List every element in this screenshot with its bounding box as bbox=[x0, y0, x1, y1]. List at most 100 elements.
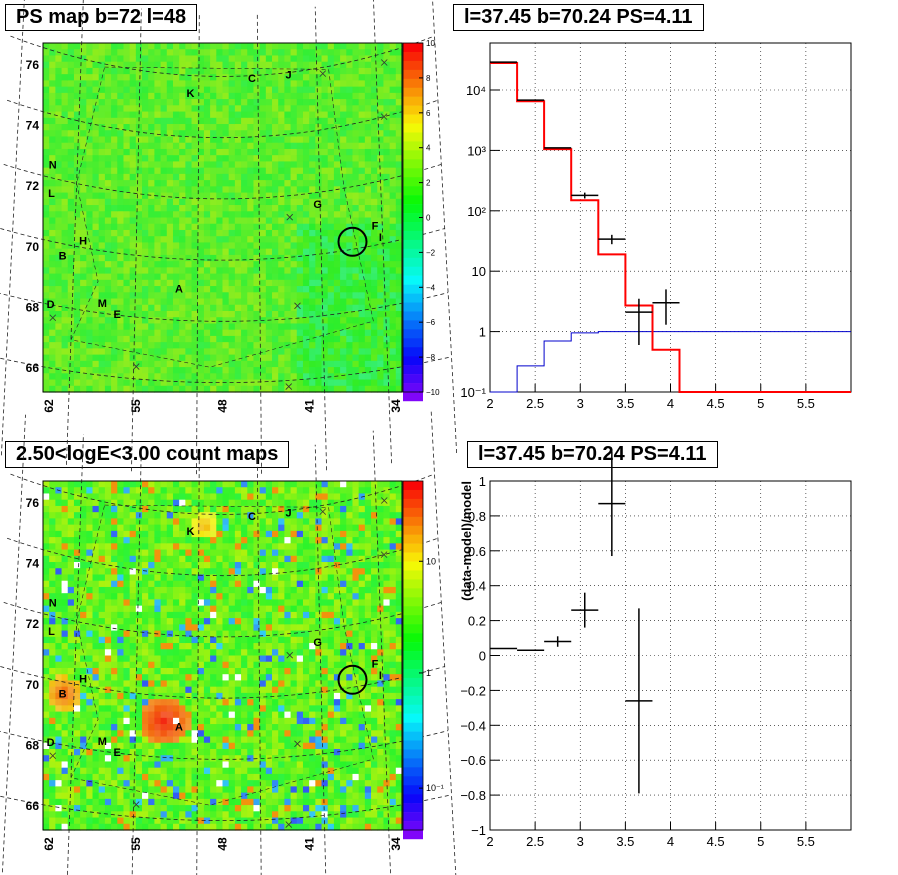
count-pixel bbox=[160, 780, 168, 787]
count-pixel bbox=[98, 742, 106, 750]
count-pixel bbox=[73, 705, 81, 713]
ps-pixel bbox=[364, 99, 372, 106]
count-pixel bbox=[67, 805, 75, 812]
count-pixel bbox=[43, 655, 50, 663]
ps-pixel bbox=[154, 304, 162, 312]
ps-pixel bbox=[185, 111, 193, 119]
ps-pixel bbox=[222, 229, 230, 237]
count-pixel bbox=[142, 593, 149, 601]
ps-pixel bbox=[197, 161, 205, 169]
count-pixel bbox=[123, 586, 131, 594]
count-pixel bbox=[55, 543, 63, 551]
ps-pixel bbox=[203, 142, 211, 150]
ps-pixel bbox=[302, 124, 310, 131]
ps-pixel bbox=[185, 248, 193, 256]
ps-pixel bbox=[340, 242, 347, 250]
ps-pixel bbox=[104, 279, 112, 287]
ps-pixel bbox=[142, 379, 149, 387]
ps-pixel bbox=[265, 105, 273, 113]
count-pixel bbox=[111, 711, 118, 719]
ps-pixel bbox=[172, 342, 180, 349]
ps-pixel bbox=[123, 124, 131, 131]
ps-pixel bbox=[253, 117, 261, 125]
count-pixel bbox=[154, 730, 162, 738]
ps-pixel bbox=[43, 248, 50, 256]
ps-pixel bbox=[172, 61, 180, 69]
ps-pixel bbox=[321, 99, 329, 106]
count-pixel bbox=[197, 586, 205, 594]
ps-pixel bbox=[389, 111, 397, 119]
ps-pixel bbox=[61, 142, 69, 150]
ps-pixel bbox=[203, 360, 211, 368]
ps-pixel bbox=[154, 130, 162, 138]
count-pixel bbox=[55, 643, 63, 650]
ps-pixel bbox=[247, 317, 255, 325]
ps-pixel bbox=[61, 373, 69, 381]
ps-pixel bbox=[135, 92, 143, 100]
ps-pixel bbox=[160, 92, 168, 100]
count-pixel bbox=[98, 518, 106, 526]
count-pixel bbox=[148, 730, 156, 738]
ps-pixel bbox=[234, 317, 242, 325]
count-pixel bbox=[197, 636, 205, 644]
count-pixel bbox=[98, 711, 106, 719]
ps-pixel bbox=[371, 367, 378, 374]
ps-pixel bbox=[92, 180, 100, 187]
count-pixel bbox=[185, 805, 193, 812]
ps-pixel bbox=[327, 292, 335, 300]
ps-pixel bbox=[265, 217, 273, 225]
count-pixel bbox=[98, 611, 106, 619]
ps-pixel bbox=[98, 379, 106, 387]
ps-pixel bbox=[278, 254, 285, 262]
ps-pixel bbox=[309, 49, 316, 57]
ps-colorbar-cell bbox=[403, 266, 423, 276]
ps-pixel bbox=[272, 329, 279, 337]
ps-pixel bbox=[55, 261, 63, 268]
ps-pixel bbox=[302, 261, 310, 268]
count-pixel bbox=[210, 823, 217, 831]
ps-pixel bbox=[216, 279, 224, 287]
ps-pixel bbox=[389, 354, 397, 362]
ps-pixel bbox=[265, 286, 273, 293]
ps-pixel bbox=[92, 192, 100, 200]
count-pixel bbox=[148, 555, 156, 563]
count-pixel bbox=[80, 773, 87, 781]
count-pixel bbox=[197, 724, 205, 731]
count-pixel bbox=[73, 798, 81, 806]
ps-pixel bbox=[67, 217, 75, 225]
count-pixel bbox=[148, 805, 156, 812]
ps-pixel bbox=[265, 360, 273, 368]
ps-parallel bbox=[0, 228, 445, 261]
count-pixel bbox=[172, 692, 180, 700]
ps-pixel bbox=[352, 335, 360, 343]
count-pixel bbox=[142, 736, 149, 744]
ps-pixel bbox=[148, 92, 156, 100]
ps-pixel bbox=[43, 279, 50, 287]
count-pixel bbox=[73, 736, 81, 744]
count-pixel bbox=[203, 805, 211, 812]
count-pixel bbox=[179, 599, 186, 607]
count-pixel bbox=[117, 537, 125, 544]
ps-pixel bbox=[265, 335, 273, 343]
count-pixel bbox=[43, 798, 50, 806]
count-pixel bbox=[117, 555, 125, 563]
ps-pixel bbox=[241, 360, 248, 368]
ps-pixel bbox=[284, 117, 292, 125]
ps-pixel bbox=[228, 55, 236, 63]
count-pixel bbox=[129, 586, 137, 594]
count-pixel bbox=[92, 711, 100, 719]
ps-pixel bbox=[191, 223, 199, 231]
ps-pixel bbox=[111, 323, 118, 331]
ps-pixel bbox=[284, 248, 292, 256]
ps-pixel bbox=[73, 273, 81, 281]
ps-pixel bbox=[253, 161, 261, 169]
ps-pixel bbox=[371, 329, 378, 337]
ps-pixel bbox=[371, 354, 378, 362]
count-pixel bbox=[55, 786, 63, 794]
count-pixel bbox=[80, 711, 87, 719]
ps-pixel bbox=[346, 136, 354, 144]
count-pixel bbox=[117, 649, 125, 657]
ps-pixel bbox=[135, 180, 143, 187]
ps-pixel bbox=[148, 67, 156, 75]
ps-pixel bbox=[346, 304, 354, 312]
